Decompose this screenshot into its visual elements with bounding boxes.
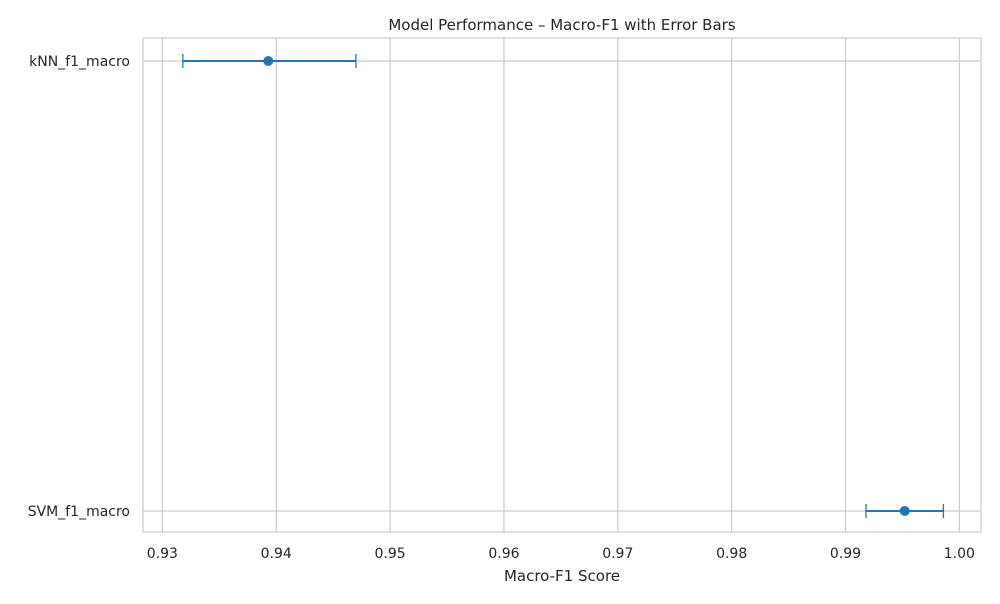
data-points — [263, 56, 910, 516]
plot-area — [142, 37, 982, 533]
x-tick-label: 0.94 — [261, 546, 292, 562]
x-tick-label: 0.97 — [602, 546, 633, 562]
x-tick-label: 0.93 — [147, 546, 178, 562]
x-axis-label: Macro-F1 Score — [504, 567, 620, 585]
data-point-marker — [263, 56, 274, 66]
x-tick-labels: 0.93 0.94 0.95 0.96 0.97 0.98 0.99 1.00 — [147, 546, 975, 562]
x-tick-label: 0.98 — [716, 546, 747, 562]
y-tick-label: SVM_f1_macro — [28, 504, 130, 520]
chart-title: Model Performance – Macro-F1 with Error … — [388, 16, 735, 34]
x-tick-label: 0.96 — [488, 546, 519, 562]
x-tick-label: 1.00 — [944, 546, 975, 562]
x-tick-label: 0.95 — [374, 546, 405, 562]
y-tick-label: kNN_f1_macro — [29, 54, 130, 70]
data-point-marker — [899, 506, 910, 516]
y-tick-labels: kNN_f1_macro SVM_f1_macro — [28, 54, 130, 520]
x-tick-label: 0.99 — [830, 546, 861, 562]
grid-lines — [143, 38, 981, 532]
